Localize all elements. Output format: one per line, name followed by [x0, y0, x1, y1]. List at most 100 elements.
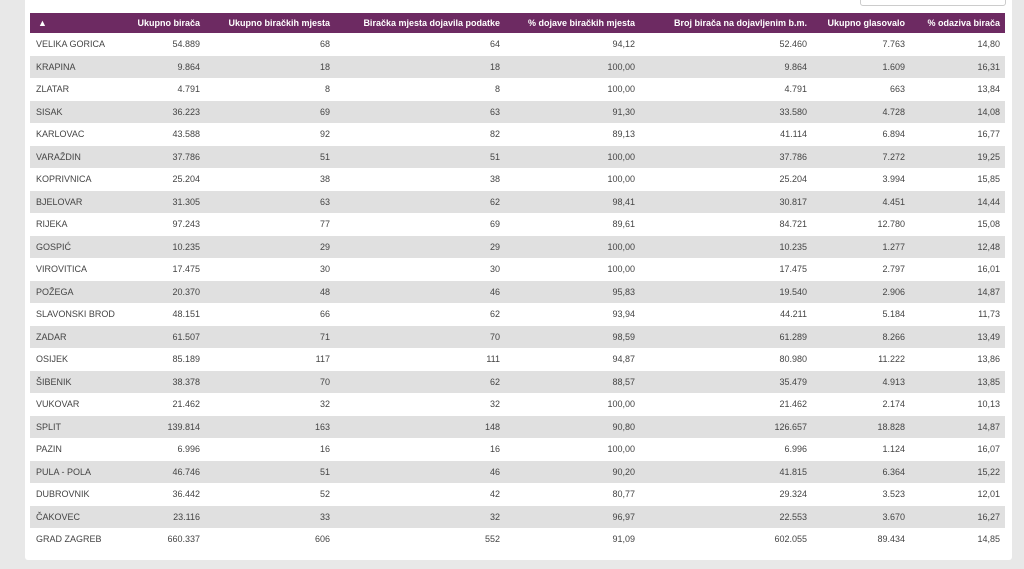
- cell: 6.894: [882, 129, 905, 140]
- district-name: ŠIBENIK: [30, 370, 130, 393]
- cell: 37.786: [130, 145, 205, 168]
- cell: 6.996: [784, 444, 807, 455]
- cell: 12,01: [977, 489, 1000, 500]
- cell: 552: [484, 534, 500, 545]
- cell: 100,00: [607, 399, 635, 410]
- cell: 1.277: [812, 235, 910, 258]
- cell: 32: [335, 505, 505, 528]
- cell: 51: [205, 145, 335, 168]
- cell: 100,00: [505, 145, 640, 168]
- column-header[interactable]: % dojave biračkih mjesta: [505, 13, 640, 33]
- cell: 163: [205, 415, 335, 438]
- cell: 7.763: [882, 39, 905, 50]
- table-row: PULA - POLA 46.746 51 46 90,20 41.815 6.364 15,…: [30, 460, 1005, 483]
- cell: 33: [205, 505, 335, 528]
- cell: 19,25: [910, 145, 1005, 168]
- cell: 89.434: [877, 534, 905, 545]
- cell: 3.994: [882, 174, 905, 185]
- cell: 4.728: [812, 100, 910, 123]
- column-header[interactable]: Ukupno birača: [130, 13, 205, 33]
- table-row: BJELOVAR 31.305 63 62 98,41 30.817 4.451 14,44: [30, 190, 1005, 213]
- cell: 111: [486, 354, 500, 365]
- cell: 38: [489, 174, 500, 185]
- sort-toggle[interactable]: ▲: [30, 13, 130, 33]
- cell: 46: [335, 280, 505, 303]
- cell: 660.337: [167, 534, 200, 545]
- column-header[interactable]: Biračka mjesta dojavila podatke: [335, 13, 505, 33]
- column-header[interactable]: Ukupno biračkih mjesta: [205, 13, 335, 33]
- column-header[interactable]: Broj birača na dojavljenim b.m.: [640, 13, 812, 33]
- cell: 51: [335, 145, 505, 168]
- cell: 92: [319, 129, 330, 140]
- cell: 62: [335, 190, 505, 213]
- cell: 7.272: [812, 145, 910, 168]
- cell: 20.370: [130, 280, 205, 303]
- cell: 16,27: [910, 505, 1005, 528]
- district-name: ZADAR: [30, 325, 130, 348]
- cell: 37.786: [640, 145, 812, 168]
- cell: 3.523: [882, 489, 905, 500]
- cell: 15,08: [977, 219, 1000, 230]
- table-row: OSIJEK 85.189 117 111 94,87 80.980 11.222 13,86: [30, 348, 1005, 371]
- cell: 21.462: [779, 399, 807, 410]
- cell: 100,00: [607, 444, 635, 455]
- district-name: OSIJEK: [36, 354, 69, 365]
- district-name: SPLIT: [30, 415, 130, 438]
- district-name: VELIKA GORICA: [36, 39, 106, 50]
- cell: 14,08: [910, 100, 1005, 123]
- cell: 100,00: [607, 84, 635, 95]
- cell: 17.475: [172, 264, 200, 275]
- cell: 23.116: [130, 505, 205, 528]
- table-row: SISAK 36.223 69 63 91,30 33.580 4.728 14,08: [30, 100, 1005, 123]
- cell: 18.828: [812, 415, 910, 438]
- district-name: VIROVITICA: [36, 264, 88, 275]
- cell: 5.184: [882, 309, 905, 320]
- cell: 80,77: [612, 489, 635, 500]
- district-name: KOPRIVNICA: [36, 174, 92, 185]
- cell: 94,12: [612, 39, 635, 50]
- cell: 91,09: [612, 534, 635, 545]
- cell: 602.055: [774, 534, 807, 545]
- cell: 18: [205, 55, 335, 78]
- cell: 14,80: [977, 39, 1000, 50]
- cell: 62: [489, 309, 500, 320]
- table-row: POŽEGA 20.370 48 46 95,83 19.540 2.906 14,87: [30, 280, 1005, 303]
- table-head: ▲ Ukupno birača Ukupno biračkih mjesta Bira…: [30, 13, 1005, 33]
- table-row: GRAD ZAGREB 660.337 606 552 91,09 602.055 89.4…: [30, 528, 1005, 551]
- cell: 68: [319, 39, 330, 50]
- cell: 117: [315, 354, 330, 365]
- district-name: PULA - POLA: [30, 460, 130, 483]
- cell: 8: [324, 84, 330, 95]
- district-name: SISAK: [30, 100, 130, 123]
- cell: 16: [319, 444, 330, 455]
- table-row: SLAVONSKI BROD 48.151 66 62 93,94 44.211 5.184…: [30, 303, 1005, 326]
- cell: 93,94: [612, 309, 635, 320]
- cell: 2.906: [812, 280, 910, 303]
- cell: 100,00: [505, 235, 640, 258]
- cell: 30: [489, 264, 500, 275]
- table-row: SPLIT 139.814 163 148 90,80 126.657 18.828 14,8…: [30, 415, 1005, 438]
- district-name: GOSPIĆ: [30, 235, 130, 258]
- cell: 13,86: [977, 354, 1000, 365]
- cell: 38: [319, 174, 330, 185]
- cell: 30.817: [640, 190, 812, 213]
- cell: 61.507: [130, 325, 205, 348]
- cell: 98,59: [505, 325, 640, 348]
- column-header[interactable]: % odaziva birača: [910, 13, 1005, 33]
- district-name: BJELOVAR: [30, 190, 130, 213]
- cell: 51: [205, 460, 335, 483]
- cell: 4.791: [784, 84, 807, 95]
- cell: 85.189: [172, 354, 200, 365]
- cell: 64: [489, 39, 500, 50]
- table-row: RIJEKA 97.243 77 69 89,61 84.721 12.780 15,08: [30, 213, 1005, 236]
- search-box[interactable]: [860, 0, 1006, 6]
- cell: 52: [319, 489, 330, 500]
- cell: 95,83: [505, 280, 640, 303]
- column-header[interactable]: Ukupno glasovalo: [812, 13, 910, 33]
- cell: 71: [205, 325, 335, 348]
- cell: 25.204: [172, 174, 200, 185]
- cell: 100,00: [607, 174, 635, 185]
- cell: 6.364: [812, 460, 910, 483]
- cell: 15,85: [977, 174, 1000, 185]
- cell: 19.540: [640, 280, 812, 303]
